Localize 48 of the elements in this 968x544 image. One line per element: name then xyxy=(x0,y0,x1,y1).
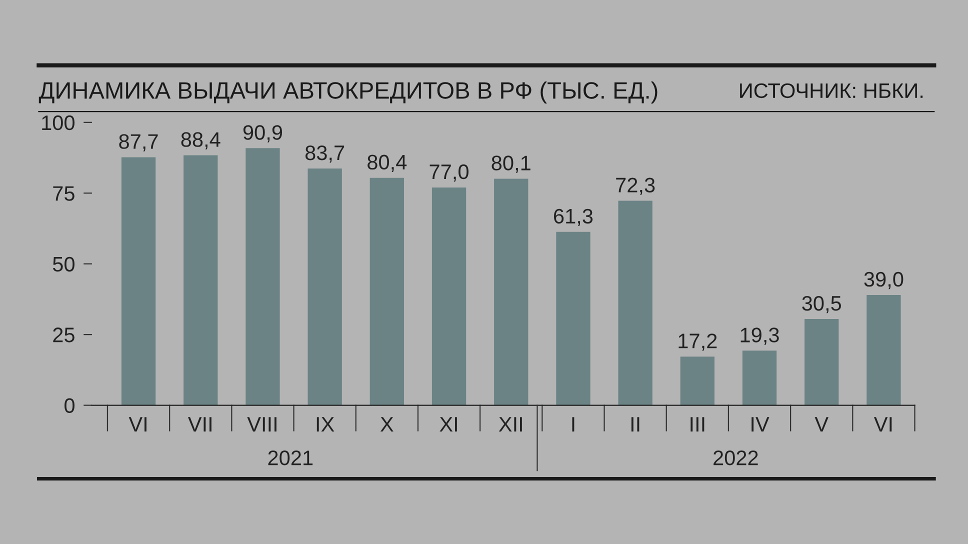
bar xyxy=(121,157,156,406)
x-tick-label: III xyxy=(690,417,704,432)
x-tick-label: V xyxy=(814,417,828,432)
y-tick-label: 25 xyxy=(53,328,74,342)
bar xyxy=(866,294,901,406)
x-tick-label: X xyxy=(380,417,394,432)
data-label: 39,0 xyxy=(864,272,904,290)
text: 2022 xyxy=(714,450,758,466)
y-tick-label: 0 xyxy=(64,398,74,414)
y-tick-label: 75 xyxy=(53,186,74,201)
y-tick-label: 50 xyxy=(52,256,74,272)
data-label: 87,7 xyxy=(119,134,158,152)
bar xyxy=(308,168,342,406)
x-tick-label: VI xyxy=(128,417,146,432)
bar xyxy=(370,178,404,406)
data-label: 80,4 xyxy=(368,154,407,172)
x-tick-label: VII xyxy=(188,417,212,432)
data-label: 90,9 xyxy=(243,125,282,142)
data-label: 19,3 xyxy=(740,328,779,345)
data-label: 83,7 xyxy=(305,145,344,163)
x-tick-label: II xyxy=(631,417,640,432)
x-tick-label: IV xyxy=(752,417,770,432)
bar xyxy=(804,319,839,406)
x-tick-label: I xyxy=(572,417,574,432)
data-label: 88,4 xyxy=(181,132,220,150)
data-label: 61,3 xyxy=(554,208,593,226)
bar xyxy=(246,148,280,406)
text: 2021 xyxy=(268,450,313,466)
bar xyxy=(618,200,652,406)
data-label: 80,1 xyxy=(492,156,530,173)
y-tick-label: 100 xyxy=(42,115,74,130)
bar xyxy=(742,350,777,406)
bar xyxy=(432,187,466,406)
chart-title: ДИНАМИКА ВЫДАЧИ АВТОКРЕДИТОВ В РФ (ТЫС. ЕД.) xyxy=(38,81,658,104)
bar xyxy=(184,155,218,406)
bar xyxy=(494,178,528,406)
data-label: 17,2 xyxy=(678,334,717,351)
text: ИСТОЧНИК: НБКИ. xyxy=(740,83,923,98)
bar xyxy=(556,232,590,406)
bar xyxy=(680,356,714,406)
x-tick-label: VIII xyxy=(247,417,276,432)
x-tick-label: IX xyxy=(316,417,334,432)
data-label: 72,3 xyxy=(616,178,655,195)
x-tick-label: VI xyxy=(874,417,892,432)
x-tick-label: XI xyxy=(440,417,457,432)
x-tick-label: XII xyxy=(498,417,522,432)
data-label: 30,5 xyxy=(802,296,842,314)
data-label: 77,0 xyxy=(430,164,468,182)
